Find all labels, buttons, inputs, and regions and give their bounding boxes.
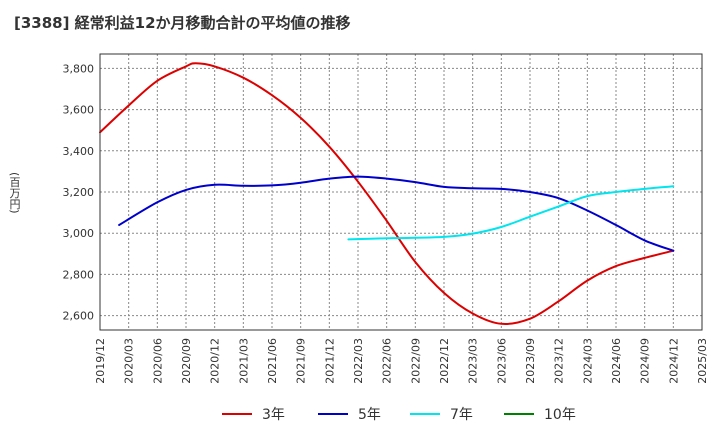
- x-tick-label: 2024/09: [639, 338, 652, 384]
- y-tick-label: 2,800: [63, 268, 95, 281]
- grid-layer: [100, 54, 702, 330]
- x-tick-label: 2023/12: [553, 338, 566, 384]
- y-tick-label: 3,000: [63, 227, 95, 240]
- axis-layer: 2,600 2,800 3,000 3,200 3,400 3,600 3,800 2019/…: [63, 53, 709, 384]
- x-tick-label: 2021/03: [237, 338, 250, 384]
- x-tick-label: 2021/06: [266, 338, 279, 384]
- x-tick-label: 2022/06: [381, 338, 394, 384]
- x-tick-label: 2019/12: [94, 338, 107, 384]
- x-tick-label: 2020/12: [209, 338, 222, 384]
- x-tick-label: 2024/12: [667, 338, 680, 384]
- legend-label-3y: 3年: [262, 407, 285, 423]
- plot-frame: [99, 53, 703, 331]
- y-tick-label: 3,400: [63, 145, 95, 158]
- series-line-3y: [99, 62, 675, 325]
- chart-title: [3388] 経常利益12か月移動合計の平均値の推移: [14, 14, 351, 32]
- legend: 3年 5年 7年 10年: [0, 402, 720, 426]
- x-tick-label: 2023/03: [467, 338, 480, 384]
- x-tick-label: 2022/03: [352, 338, 365, 384]
- legend-item-7y: 7年: [410, 402, 473, 426]
- legend-swatch-7y: [410, 413, 440, 415]
- series-layer: [99, 62, 675, 325]
- x-tick-label: 2025/03: [696, 338, 709, 384]
- legend-label-7y: 7年: [450, 407, 473, 423]
- x-tick-label: 2024/03: [581, 338, 594, 384]
- y-tick-label: 3,600: [63, 104, 95, 117]
- x-tick-label: 2023/09: [524, 338, 537, 384]
- x-tick-label: 2023/06: [495, 338, 508, 384]
- legend-label-10y: 10年: [544, 407, 576, 423]
- series-line-5y: [118, 175, 675, 252]
- x-tick-label: 2022/12: [438, 338, 451, 384]
- series-line-7y: [347, 185, 675, 241]
- line-chart: 2,600 2,800 3,000 3,200 3,400 3,600 3,800 2019/…: [63, 53, 709, 384]
- y-tick-label: 3,800: [63, 62, 95, 75]
- legend-swatch-5y: [318, 413, 348, 415]
- x-tick-label: 2022/09: [409, 338, 422, 384]
- x-tick-label: 2020/06: [151, 338, 164, 384]
- x-tick-label: 2020/03: [123, 338, 136, 384]
- y-tick-label: 3,200: [63, 186, 95, 199]
- x-tick-label: 2021/09: [295, 338, 308, 384]
- legend-item-3y: 3年: [222, 402, 285, 426]
- legend-swatch-3y: [222, 413, 252, 415]
- legend-item-10y: 10年: [504, 402, 576, 426]
- x-tick-label: 2020/09: [180, 338, 193, 384]
- legend-swatch-10y: [504, 413, 534, 415]
- legend-item-5y: 5年: [318, 402, 381, 426]
- legend-label-5y: 5年: [358, 407, 381, 423]
- x-tick-label: 2024/06: [610, 338, 623, 384]
- y-axis-unit-label: (百万円): [8, 172, 21, 214]
- y-tick-label: 2,600: [63, 310, 95, 323]
- x-tick-label: 2021/12: [323, 338, 336, 384]
